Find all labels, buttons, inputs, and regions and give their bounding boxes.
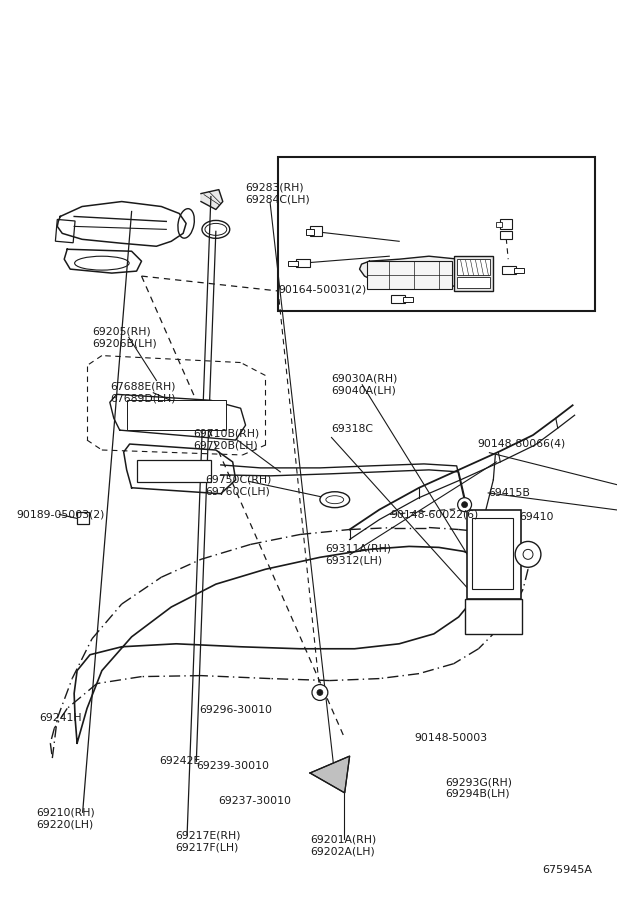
Bar [77, 511, 89, 524]
Bar [55, 220, 75, 243]
Circle shape [458, 498, 472, 511]
Ellipse shape [326, 496, 343, 504]
Bar [457, 277, 490, 288]
Bar [514, 268, 524, 273]
Text: 90148-60022(6): 90148-60022(6) [390, 509, 478, 519]
Circle shape [523, 549, 533, 559]
Text: 69415B: 69415B [488, 488, 530, 498]
Text: 69217E(RH)
69217F(LH): 69217E(RH) 69217F(LH) [175, 831, 241, 852]
Text: 69311A(RH)
69312(LH): 69311A(RH) 69312(LH) [326, 544, 391, 565]
Bar [500, 231, 512, 239]
Bar [467, 509, 521, 599]
Bar [497, 222, 502, 228]
Bar [403, 297, 413, 302]
Text: 67688E(RH)
67689D(LH): 67688E(RH) 67689D(LH) [110, 382, 176, 403]
Polygon shape [201, 190, 223, 210]
Text: 69205(RH)
69206B(LH): 69205(RH) 69206B(LH) [92, 327, 157, 348]
Text: 69293G(RH)
69294B(LH): 69293G(RH) 69294B(LH) [445, 778, 512, 799]
Ellipse shape [320, 491, 350, 508]
Ellipse shape [178, 209, 194, 238]
Bar [278, 157, 595, 310]
Bar [296, 259, 310, 267]
Text: 90148-50003: 90148-50003 [414, 733, 487, 743]
Text: 90164-50031(2): 90164-50031(2) [278, 285, 366, 295]
Text: 69239-30010: 69239-30010 [197, 760, 269, 770]
Circle shape [462, 501, 467, 508]
Bar [502, 266, 516, 274]
Bar [457, 259, 490, 275]
Text: 69710B(RH)
69720B(LH): 69710B(RH) 69720B(LH) [193, 428, 260, 450]
Text: 69410: 69410 [519, 512, 554, 522]
Text: 69030A(RH)
69040A(LH): 69030A(RH) 69040A(LH) [332, 374, 398, 395]
Circle shape [515, 542, 541, 567]
Text: 90148-80066(4): 90148-80066(4) [477, 438, 565, 449]
Bar [464, 599, 522, 634]
Circle shape [317, 689, 323, 696]
Text: 90189-05003(2): 90189-05003(2) [16, 509, 105, 519]
Text: 69318C: 69318C [332, 424, 373, 434]
Bar [454, 256, 494, 291]
Text: 69237-30010: 69237-30010 [218, 796, 291, 806]
Bar [368, 261, 452, 289]
Text: 69750C(RH)
69760C(LH): 69750C(RH) 69760C(LH) [206, 475, 272, 497]
Bar [472, 518, 513, 590]
Text: 69210(RH)
69220(LH): 69210(RH) 69220(LH) [37, 807, 95, 829]
Bar [126, 400, 226, 430]
Text: 69283(RH)
69284C(LH): 69283(RH) 69284C(LH) [246, 183, 310, 204]
Ellipse shape [74, 256, 129, 270]
Bar [500, 220, 512, 230]
Text: 69296-30010: 69296-30010 [200, 706, 272, 716]
Text: 69242E: 69242E [159, 756, 201, 766]
Bar [136, 460, 211, 482]
Polygon shape [310, 756, 350, 793]
Bar [306, 230, 314, 235]
Ellipse shape [202, 220, 230, 238]
Polygon shape [360, 256, 479, 289]
Ellipse shape [205, 223, 227, 235]
Bar [288, 261, 298, 266]
Bar [391, 295, 405, 303]
Bar [310, 227, 322, 237]
Text: 69201A(RH)
69202A(LH): 69201A(RH) 69202A(LH) [310, 834, 376, 856]
Text: 675945A: 675945A [542, 866, 593, 876]
Text: 69241H: 69241H [40, 714, 82, 724]
Circle shape [312, 685, 328, 700]
